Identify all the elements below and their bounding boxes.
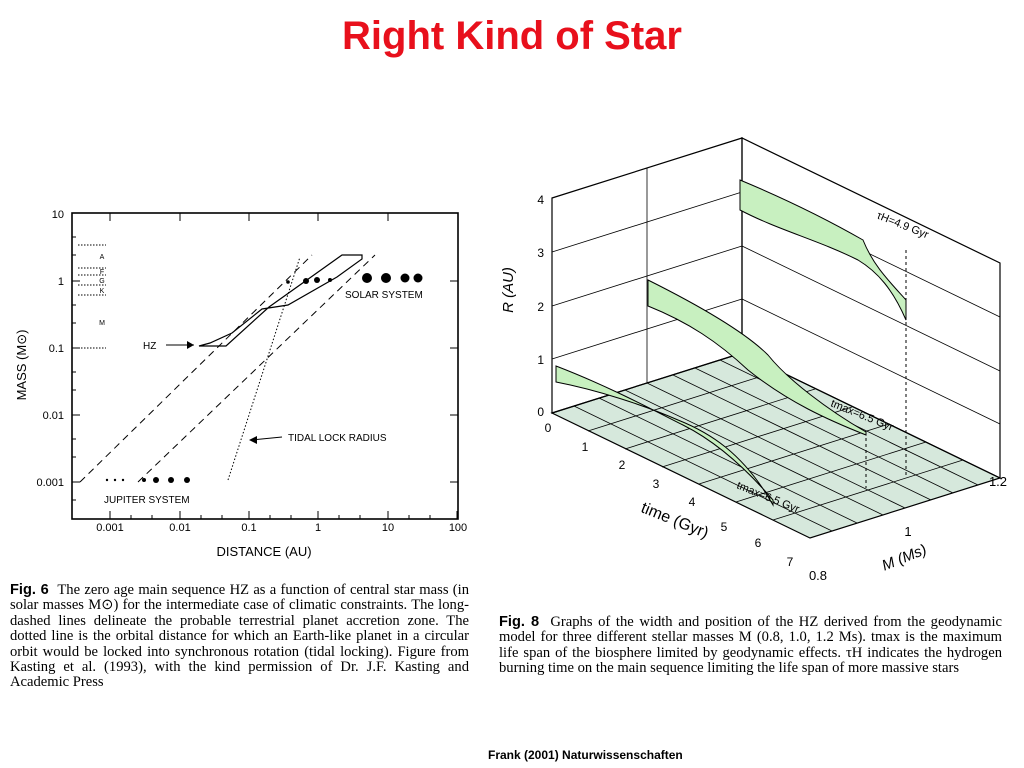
habitable-zone-band [198,254,363,347]
spectral-type-label: M [99,320,105,327]
fig8-mass-tick-label: 1.2 [989,474,1007,489]
fig8-mass-axis-title: M (Ms) [880,541,930,574]
fig8-time-tick-label: 7 [787,555,794,569]
fig6-ytick-label: 0.01 [43,410,64,422]
fig8-caption: Fig. 8 Graphs of the width and position … [499,614,1003,677]
fig6-xtick-label: 0.01 [169,522,190,534]
fig8-rtick-label: 1 [537,353,544,367]
fig6-caption-text: The zero age main sequence HZ as a funct… [10,582,470,691]
fig8-time-tick-label: 0 [545,421,552,435]
fig8-time-tick-label: 5 [721,520,728,534]
fig8-chart: 0 1 2 3 4 R (AU) 0 1 2 3 4 5 6 7 time (G… [500,137,1007,583]
fig6-xtick-label: 0.1 [241,522,256,534]
accretion-zone-inner-line [79,254,313,483]
fig8-floor-time-grid [587,370,964,521]
fig6-xtick-label: 100 [449,522,467,534]
fig8-time-tick-label: 1 [582,440,589,454]
fig8-mass-tick-label: 1 [904,524,911,539]
spectral-type-label: F [100,269,104,276]
fig8-rtick-label: 3 [537,246,544,260]
fig6-xtick-marks [109,213,458,519]
slide-title: Right Kind of Star [342,14,682,58]
fig6-frame [71,212,459,520]
spectral-type-label: A [100,254,105,261]
spectral-type-label: K [100,288,105,295]
fig8-caption-label: Fig. 8 [499,614,540,630]
fig8-time-tick-label: 3 [653,477,660,491]
fig6-ytick-marks [72,212,458,501]
fig6-ytick-label: 10 [52,209,64,221]
fig8-time-tick-label: 4 [689,495,696,509]
fig6-ytick-label: 0.001 [36,477,64,489]
fig6-yaxis-title: MASS (M⊙) [14,330,29,401]
hz-label: HZ [143,341,156,352]
fig8-time-tick-label: 2 [619,458,626,472]
fig6-xtick-label: 1 [315,522,321,534]
fig8-rtick-label: 0 [537,405,544,419]
hz-surface-0.8 [555,365,774,507]
fig8-time-axis-title: time (Gyr) [639,500,711,542]
fig6-chart: 10 1 0.1 0.01 0.001 0.001 0.01 0.1 1 10 … [14,209,467,559]
tidal-lock-arrowhead [249,436,257,444]
fig6-ytick-label: 0.1 [49,343,64,355]
fig6-caption-label: Fig. 6 [10,582,49,598]
fig8-caption-text: Graphs of the width and position of the … [499,614,1003,677]
fig6-caption: Fig. 6 The zero age main sequence HZ as … [10,582,470,691]
fig6-xtick-label: 0.001 [96,522,124,534]
spectral-type-label: G [99,278,104,285]
solar-system-planets [286,273,423,284]
fig6-xaxis-title: DISTANCE (AU) [216,544,311,559]
fig6-ytick-label: 1 [58,276,64,288]
jupiter-system-moons [105,477,190,483]
accretion-zone-outer-line [137,254,376,483]
tidal-lock-label: TIDAL LOCK RADIUS [288,433,387,444]
fig8-r-axis-title: R (AU) [500,267,517,313]
tidal-lock-line [227,256,301,481]
fig8-time-tick-label: 6 [755,536,762,550]
fig6-xtick-label: 10 [382,522,394,534]
jupiter-system-label: JUPITER SYSTEM [104,495,190,506]
fig8-rtick-label: 2 [537,300,544,314]
fig8-rtick-label: 4 [537,193,544,207]
solar-system-label: SOLAR SYSTEM [345,290,423,301]
fig8-mass-tick-label: 0.8 [809,568,827,583]
hz-arrowhead [187,341,194,349]
hz-surface-1.2 [739,179,907,321]
slide-credit: Frank (2001) Naturwissenschaften [488,748,683,762]
